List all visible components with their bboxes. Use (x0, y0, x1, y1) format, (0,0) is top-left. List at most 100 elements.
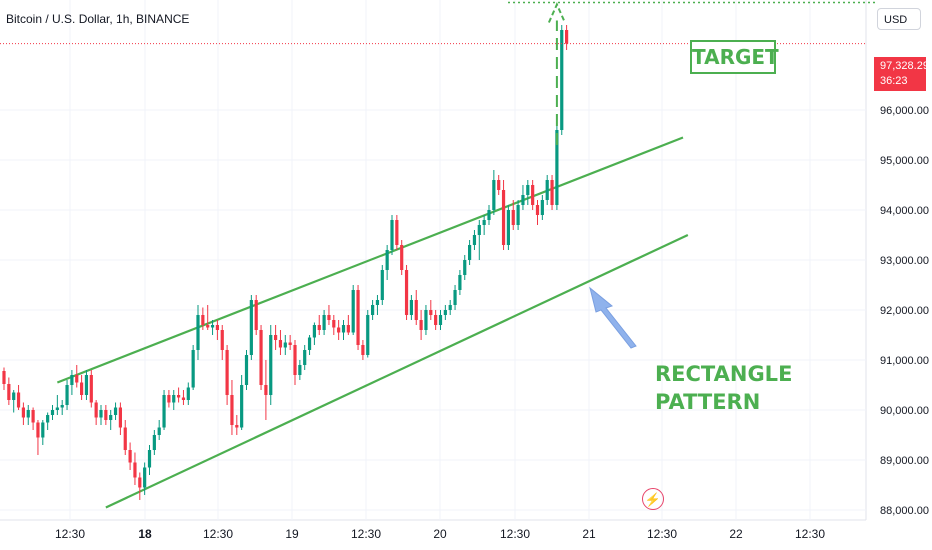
candle-body (424, 310, 428, 330)
candle (2, 367, 6, 390)
candle-body (356, 290, 360, 345)
candle-body (152, 435, 156, 450)
candle (123, 420, 127, 455)
candle (12, 390, 16, 413)
candle-body (545, 180, 549, 200)
candle-body (225, 350, 229, 395)
time-axis[interactable]: 12:30 18 12:30 19 12:30 20 12:30 21 12:30 22 12:30 (55, 527, 825, 541)
candle-body (414, 300, 418, 320)
price-tick-label: 94,000.00 (880, 205, 929, 217)
candle (162, 390, 166, 430)
candle-body (80, 382, 84, 395)
candle-body (380, 270, 384, 300)
candle (356, 285, 360, 350)
candle (298, 360, 302, 380)
candle (400, 240, 404, 275)
candle (249, 295, 253, 360)
candle (327, 305, 331, 325)
candle (414, 290, 418, 325)
candle (118, 402, 122, 435)
candle-body (157, 427, 161, 435)
candle-body (463, 260, 467, 275)
candle (269, 325, 273, 405)
candle (453, 285, 457, 310)
candle (278, 330, 283, 355)
candle (109, 410, 113, 430)
candle (458, 270, 462, 295)
bar-countdown: 36:23 (880, 75, 908, 87)
candle (274, 325, 278, 350)
candle-body (521, 195, 525, 205)
candle-body (55, 407, 59, 410)
candle-body (322, 315, 326, 330)
candle (196, 305, 200, 360)
candle (404, 265, 409, 320)
candle (550, 175, 554, 210)
pointer-arrow (589, 286, 637, 349)
candle-body (458, 275, 462, 290)
candle (419, 310, 423, 340)
candle (172, 390, 176, 410)
candle-body (113, 407, 118, 415)
candle (293, 340, 297, 385)
candle-body (240, 385, 244, 428)
candle-body (254, 300, 258, 330)
candle-body (371, 305, 375, 315)
candle (152, 430, 156, 455)
candle-body (84, 375, 89, 395)
time-tick-label: 18 (138, 527, 152, 541)
candle-body (361, 345, 365, 355)
candle (303, 345, 307, 370)
candle (332, 315, 336, 335)
candle-body (400, 245, 404, 270)
candle (366, 310, 370, 358)
candle-body (201, 315, 205, 325)
time-tick-label: 20 (433, 527, 447, 541)
candle-body (443, 310, 447, 315)
candle-body (453, 290, 457, 305)
candle (75, 365, 79, 388)
candle (283, 335, 287, 355)
candle (46, 412, 50, 430)
candle-body (409, 300, 413, 315)
candle (31, 407, 35, 430)
candle-body (555, 130, 559, 205)
last-price-value: 97,328.29 (880, 60, 929, 72)
candle-body (220, 330, 224, 350)
symbol-title[interactable]: Bitcoin / U.S. Dollar, 1h, BINANCE (6, 12, 190, 26)
candle (337, 320, 341, 340)
candle (434, 310, 438, 330)
time-tick-label: 12:30 (795, 527, 825, 541)
candle-body (118, 407, 122, 428)
candle (41, 420, 45, 445)
candle-body (298, 365, 302, 375)
candle-body (429, 310, 433, 315)
channel-lines (56, 136, 689, 509)
candle-body (307, 337, 312, 350)
candle (565, 25, 569, 50)
price-tick-label: 91,000.00 (880, 355, 929, 367)
pattern-label-line2: PATTERN (655, 390, 761, 414)
candle-body (312, 325, 316, 338)
candle (540, 195, 544, 220)
candle (7, 377, 11, 405)
candle (429, 300, 433, 320)
candle-body (89, 375, 93, 403)
candle-body (560, 30, 564, 130)
candle (307, 335, 312, 355)
lightning-icon[interactable]: ⚡ (642, 488, 664, 510)
currency-button[interactable]: USD (877, 8, 921, 30)
candle (341, 320, 346, 340)
candle (230, 380, 234, 435)
price-tick-label: 90,000.00 (880, 405, 929, 417)
candle-body (511, 210, 515, 225)
price-axis[interactable]: 88,000.00 89,000.00 90,000.00 91,000.00 92,0… (880, 105, 929, 517)
candle-body (206, 325, 210, 328)
candle-body (497, 180, 501, 190)
candle-body (395, 220, 399, 245)
candle-body (16, 392, 21, 408)
candle-body (293, 345, 297, 375)
candle (264, 360, 268, 420)
candle-body (50, 410, 55, 415)
